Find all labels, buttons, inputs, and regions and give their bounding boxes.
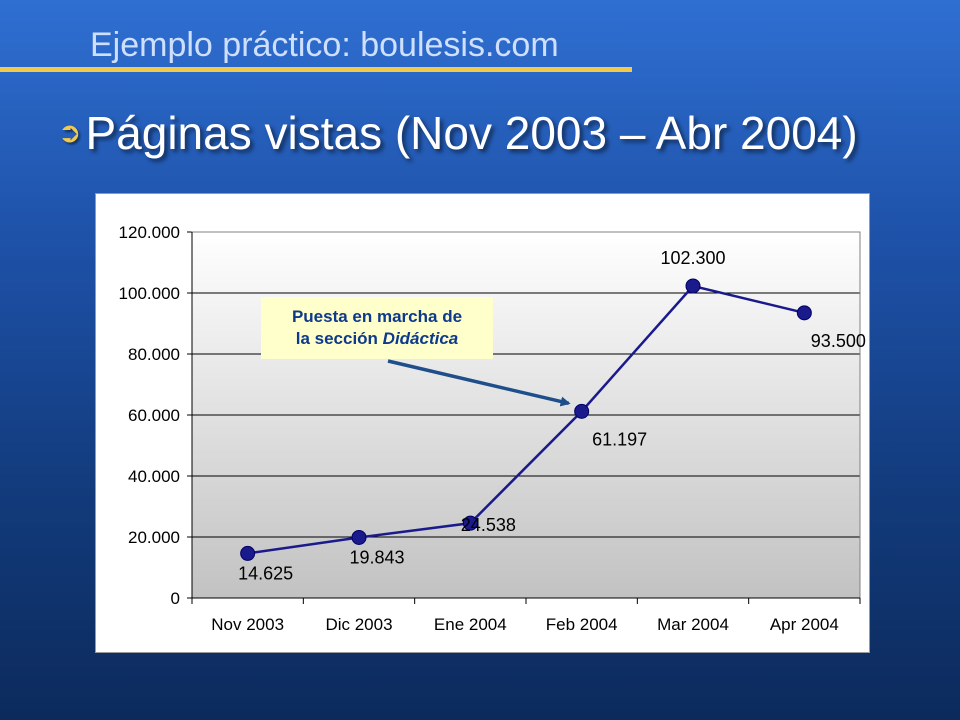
bullet-item: ➲ Páginas vistas (Nov 2003 – Abr 2004) xyxy=(58,106,858,160)
data-point xyxy=(685,278,701,294)
line-chart: 0 20.000 40.000 60.000 80.000 100.000 120.000 N… xyxy=(119,223,866,634)
data-point xyxy=(796,305,812,321)
slide-title: Ejemplo práctico: boulesis.com xyxy=(90,26,559,64)
callout-line-1: Puesta en marcha de xyxy=(291,307,463,326)
title-underline xyxy=(0,67,632,72)
y-tick-label: 20.000 xyxy=(128,528,180,547)
x-tick-label: Nov 2003 xyxy=(211,615,284,634)
curved-arrow-bullet-icon: ➲ xyxy=(58,116,82,149)
data-label: 24.538 xyxy=(461,515,516,535)
data-label: 19.843 xyxy=(349,547,404,567)
y-tick-label: 0 xyxy=(171,589,180,608)
y-tick-label: 80.000 xyxy=(128,345,180,364)
x-tick-label: Dic 2003 xyxy=(325,615,392,634)
data-label: 61.197 xyxy=(592,429,647,449)
y-tick-label: 60.000 xyxy=(128,406,180,425)
data-point xyxy=(462,515,478,531)
y-tick-label: 100.000 xyxy=(119,284,180,303)
data-point xyxy=(574,403,590,419)
chart-area: 0 20.000 40.000 60.000 80.000 100.000 120.000 N… xyxy=(95,193,870,653)
callout-line-2-italic: Didáctica xyxy=(382,329,459,348)
callout-line-2-text: la sección xyxy=(295,329,383,348)
data-point xyxy=(351,529,367,545)
x-tick-label: Mar 2004 xyxy=(657,615,729,634)
annotation-arrow xyxy=(387,359,571,407)
y-tick-label: 120.000 xyxy=(119,223,180,242)
annotation-callout: Puesta en marcha de la sección Didáctica xyxy=(261,297,493,359)
data-label: 14.625 xyxy=(238,563,293,583)
callout-line-2: la sección Didáctica xyxy=(296,328,459,350)
series-line xyxy=(247,284,805,555)
bullet-text: Páginas vistas (Nov 2003 – Abr 2004) xyxy=(85,107,858,159)
data-label: 102.300 xyxy=(660,248,725,268)
x-tick-label: Ene 2004 xyxy=(434,615,507,634)
y-tick-label: 40.000 xyxy=(128,467,180,486)
x-tick-label: Apr 2004 xyxy=(770,615,839,634)
x-tick-label: Feb 2004 xyxy=(546,615,618,634)
data-point xyxy=(240,545,256,561)
data-label: 93.500 xyxy=(811,331,866,351)
